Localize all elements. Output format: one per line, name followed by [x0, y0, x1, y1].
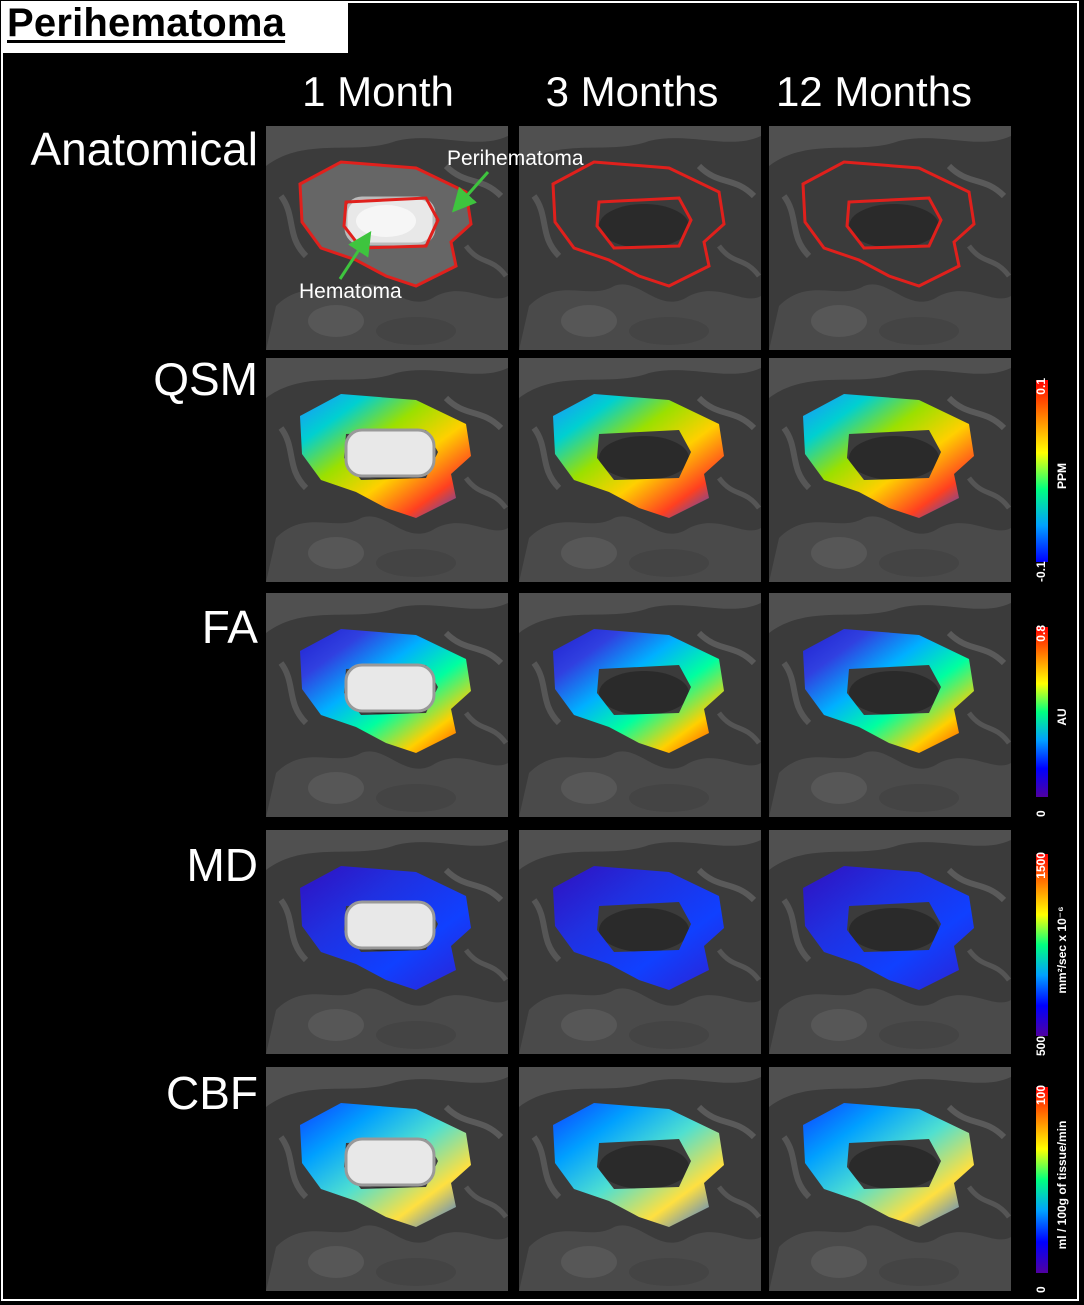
colorbar-min-label: 0: [1034, 1286, 1048, 1293]
hematoma-outline: [595, 196, 693, 250]
panel-md-12-months: [769, 830, 1011, 1054]
md-ring-overlay: [553, 866, 724, 990]
fa-ring-overlay: [300, 629, 471, 753]
colorbar-max-label: 100: [1034, 1085, 1048, 1106]
panel-qsm-3-months: [519, 358, 761, 582]
panel-cbf-3-months: [519, 1067, 761, 1291]
row-label-md: MD: [186, 839, 258, 891]
colorbar-max-label: 0.1: [1034, 378, 1048, 395]
panel-md-3-months: [519, 830, 761, 1054]
colorbar-unit-label: ml / 100g of tissue/min: [1055, 1120, 1069, 1250]
panel-qsm-1-month: [266, 358, 508, 582]
colorbar-cbf: [1036, 1087, 1048, 1273]
qsm-ring-overlay: [803, 394, 974, 518]
panel-md-1-month: [266, 830, 508, 1054]
colorbar-unit-label: PPM: [1055, 463, 1069, 490]
column-header-1-month: 1 Month: [302, 68, 454, 115]
hematoma-outline: [342, 196, 440, 250]
row-label-fa: FA: [201, 601, 258, 653]
colorbar-min-label: 0: [1034, 810, 1048, 817]
colorbar-max-label: 1500: [1034, 852, 1048, 879]
cbf-ring-overlay: [553, 1103, 724, 1227]
perihematoma-annotation: Perihematoma: [447, 147, 584, 170]
fa-ring-overlay: [803, 629, 974, 753]
qsm-ring-overlay: [300, 394, 471, 518]
panel-anatomical-12-months: [769, 126, 1011, 350]
perihematoma-outline: [801, 160, 976, 288]
row-label-cbf: CBF: [166, 1067, 258, 1119]
cbf-ring-overlay: [803, 1103, 974, 1227]
hematoma-outline: [845, 196, 943, 250]
colorbar-max-label: 0.8: [1034, 625, 1048, 642]
panel-fa-1-month: [266, 593, 508, 817]
colorbar-min-label: -0.1: [1034, 561, 1048, 582]
md-ring-overlay: [300, 866, 471, 990]
panel-fa-3-months: [519, 593, 761, 817]
hematoma-annotation: Hematoma: [299, 280, 402, 303]
colorbar-unit-label: mm²/sec x 10⁻⁶: [1055, 906, 1069, 994]
md-ring-overlay: [803, 866, 974, 990]
panel-cbf-12-months: [769, 1067, 1011, 1291]
colorbar-qsm: [1036, 380, 1048, 562]
panel-qsm-12-months: [769, 358, 1011, 582]
row-label-anatomical: Anatomical: [30, 123, 258, 175]
column-header-3-months: 3 Months: [545, 68, 719, 115]
colorbar-unit-label: AU: [1055, 708, 1069, 726]
panel-anatomical-3-months: [519, 126, 761, 350]
row-label-qsm: QSM: [153, 353, 258, 405]
colorbar-fa: [1036, 627, 1048, 797]
perihematoma-outline: [298, 160, 473, 288]
panel-fa-12-months: [769, 593, 1011, 817]
column-header-12-months: 12 Months: [775, 68, 973, 115]
cbf-ring-overlay: [300, 1103, 471, 1227]
fa-ring-overlay: [553, 629, 724, 753]
title-band: Perihematoma: [1, 1, 348, 53]
figure-title: Perihematoma: [7, 1, 286, 45]
qsm-ring-overlay: [553, 394, 724, 518]
perihematoma-outline: [551, 160, 726, 288]
colorbar-min-label: 500: [1034, 1035, 1048, 1056]
colorbar-md: [1036, 854, 1048, 1036]
panel-cbf-1-month: [266, 1067, 508, 1291]
